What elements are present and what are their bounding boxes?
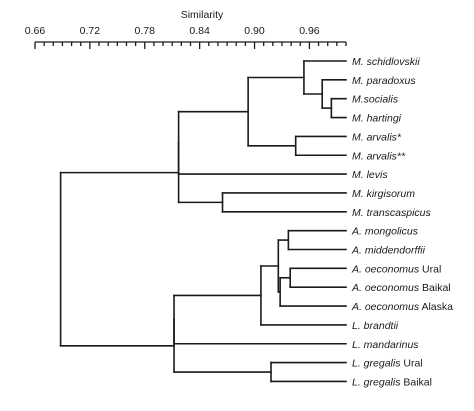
taxon-label: M. levis [352,169,388,181]
taxon-label: L. mandarinus [352,339,419,351]
taxon-label: A. oeconomus Alaska [351,301,453,313]
taxon-labels: M. schidlovskii M. paradoxus M.socialis M. … [351,56,453,388]
taxon-label: M. schidlovskii [352,56,420,68]
axis-title: Similarity [181,9,224,21]
tick-label: 0.96 [299,25,320,37]
tick-label: 0.84 [189,25,210,37]
taxon-label: M.socialis [352,94,399,106]
tick-label: 0.66 [25,25,46,37]
taxon-label: L. gregalis Baikal [352,376,432,388]
tick-label: 0.72 [80,25,101,37]
taxon-label: M. hartingi [352,113,402,125]
taxon-label: M. arvalis* [352,131,402,143]
dendrogram-branches [59,60,347,383]
taxon-label: A. middendorffii [351,245,426,257]
tick-label: 0.90 [244,25,265,37]
taxon-label: M. kirgisorum [352,188,415,200]
taxon-label: M. arvalis** [352,150,406,162]
tick-label: 0.78 [135,25,156,37]
similarity-axis: 0.66 0.72 0.78 0.84 0.90 0.96 [25,25,347,49]
taxon-label: A. oeconomus Ural [351,263,441,275]
taxon-label: A. oeconomus Baikal [351,282,451,294]
taxon-label: M. transcaspicus [352,207,432,219]
taxon-label: A. mongolicus [351,226,419,238]
taxon-label: M. paradoxus [352,75,416,87]
taxon-label: L. gregalis Ural [352,358,423,370]
taxon-label: L. brandtii [352,320,399,332]
